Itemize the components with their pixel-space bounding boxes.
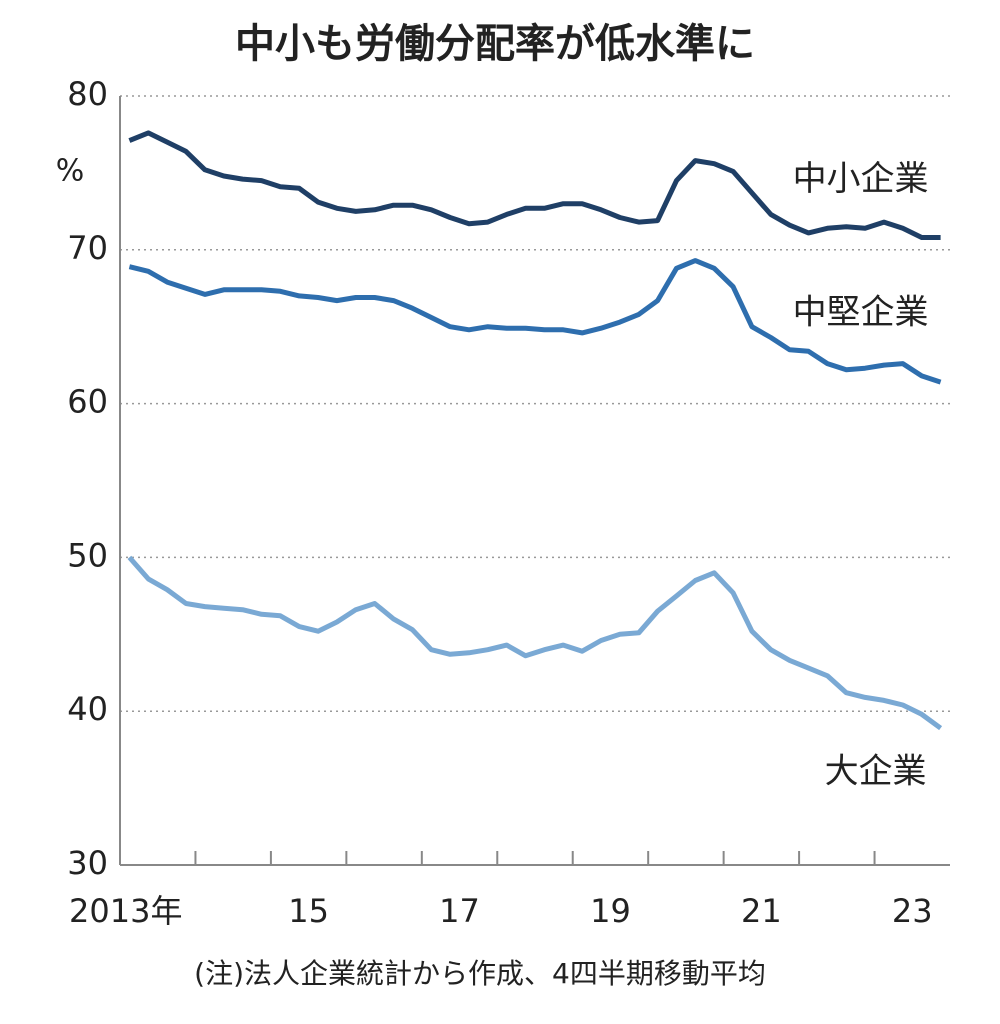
x-tick-label: 17 — [439, 892, 480, 930]
series-line — [127, 555, 943, 731]
y-tick-label: 70 — [67, 229, 108, 267]
note: (注)法人企業統計から作成、4四半期移動平均 — [194, 957, 766, 990]
y-tick-label: 80 — [67, 75, 108, 113]
chart-title: 中小も労働分配率が低水準に — [235, 21, 755, 67]
y-tick-label: 50 — [67, 536, 108, 574]
series-label: 中小企業 — [793, 159, 929, 199]
series-line — [128, 130, 941, 240]
series-label: 中堅企業 — [793, 293, 929, 333]
x-tick-label: 2013年 — [69, 892, 182, 930]
y-tick-label: 40 — [67, 690, 108, 728]
x-tick-label: 23 — [892, 892, 933, 930]
y-unit: % — [56, 154, 85, 189]
y-tick-label: 30 — [67, 844, 108, 882]
series-line — [128, 258, 942, 385]
series-label: 大企業 — [825, 752, 927, 792]
x-tick-label: 15 — [288, 892, 329, 930]
x-tick-label: 19 — [590, 892, 631, 930]
y-tick-label: 60 — [67, 383, 108, 421]
x-tick-label: 21 — [741, 892, 782, 930]
